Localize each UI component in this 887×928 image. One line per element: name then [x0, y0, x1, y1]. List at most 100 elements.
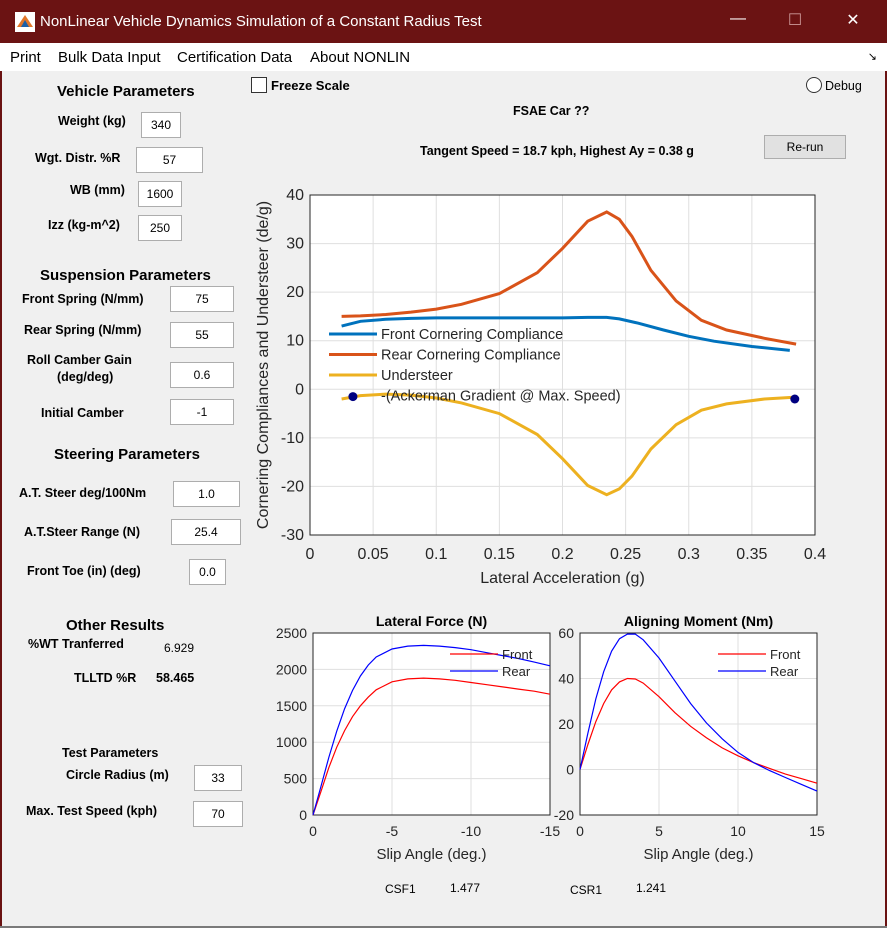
circle-radius-input[interactable]: 33 [194, 765, 242, 791]
data-marker [790, 394, 800, 404]
wgt-distr-input[interactable]: 57 [136, 147, 203, 173]
series-line [312, 644, 551, 816]
front-toe-input[interactable]: 0.0 [189, 559, 226, 585]
rerun-button[interactable]: Re-run [764, 135, 846, 159]
close-button[interactable]: ✕ [846, 12, 860, 29]
x-tick-label: 0 [576, 823, 584, 839]
y-axis-label: Cornering Compliances and Understeer (de… [255, 201, 272, 529]
window-bottom-border [0, 926, 887, 928]
x-tick-label: 0.4 [804, 546, 826, 563]
y-tick-label: 0 [566, 762, 574, 778]
legend-entry: Rear Cornering Compliance [381, 348, 561, 364]
debug-label: Debug [825, 79, 862, 93]
y-tick-label: -30 [281, 527, 304, 544]
tlltd-value: 58.465 [156, 671, 195, 685]
y-tick-label: 20 [558, 716, 574, 732]
x-tick-label: 0.25 [610, 546, 641, 563]
matlab-icon [15, 12, 35, 32]
wb-input[interactable]: 1600 [138, 181, 182, 207]
steering-parameters-header: Steering Parameters [54, 446, 200, 463]
legend-entry: Understeer [381, 368, 453, 384]
car-title: FSAE Car ?? [513, 104, 590, 118]
y-tick-label: 10 [286, 333, 304, 350]
resize-arrow-icon: ↘ [867, 51, 877, 63]
at-steer-range-label: A.T.Steer Range (N) [24, 525, 140, 539]
tlltd-label: TLLTD %R [74, 671, 137, 685]
y-tick-label: 0 [299, 807, 307, 823]
freeze-scale-label: Freeze Scale [271, 78, 350, 93]
y-tick-label: 500 [284, 771, 308, 787]
roll-camber-input[interactable]: 0.6 [170, 362, 234, 388]
max-test-speed-input[interactable]: 70 [193, 801, 243, 827]
rear-spring-label: Rear Spring (N/mm) [24, 323, 142, 337]
minimize-button[interactable]: — [730, 10, 746, 27]
menu-bulk-data-input[interactable]: Bulk Data Input [58, 49, 161, 66]
x-tick-label: 0.3 [678, 546, 700, 563]
lateral-force-chart: 0 -5 -10 -15 2500 2000 1500 1000 500 0 Slip Angle … [276, 613, 560, 863]
x-tick-label: 0 [309, 823, 317, 839]
y-tick-label: 40 [286, 187, 304, 204]
debug-radio[interactable] [806, 77, 822, 93]
x-tick-label: 0.2 [551, 546, 573, 563]
x-tick-label: 0 [306, 546, 315, 563]
plot-border [312, 632, 551, 816]
summary-text: Tangent Speed = 18.7 kph, Highest Ay = 0… [420, 144, 694, 158]
y-tick-label: -20 [281, 478, 304, 495]
series-line [579, 677, 818, 784]
csr1-label: CSR1 [570, 883, 603, 897]
y-tick-label: 60 [558, 625, 574, 641]
freeze-scale-checkbox[interactable] [251, 77, 267, 93]
at-steer-label: A.T. Steer deg/100Nm [19, 486, 147, 500]
y-tick-label: 2000 [276, 661, 307, 677]
x-tick-label: 5 [655, 823, 663, 839]
wgt-distr-label: Wgt. Distr. %R [35, 151, 121, 165]
izz-label: Izz (kg-m^2) [48, 218, 120, 232]
maximize-button[interactable]: ☐ [787, 12, 803, 29]
title-bar: NonLinear Vehicle Dynamics Simulation of… [0, 0, 887, 43]
weight-input[interactable]: 340 [141, 112, 181, 138]
legend-entry: Front Cornering Compliance [381, 327, 563, 343]
initial-camber-input[interactable]: -1 [170, 399, 234, 425]
front-toe-label: Front Toe (in) (deg) [27, 564, 141, 578]
wb-label: WB (mm) [70, 183, 125, 197]
x-tick-label: 0.1 [425, 546, 447, 563]
legend-entry: Front [502, 647, 533, 662]
csr1-value: 1.241 [636, 881, 667, 895]
legend-entry: -(Ackerman Gradient @ Max. Speed) [381, 389, 621, 405]
izz-input[interactable]: 250 [138, 215, 182, 241]
menu-certification-data[interactable]: Certification Data [177, 49, 293, 66]
y-tick-label: 20 [286, 284, 304, 301]
max-test-speed-label: Max. Test Speed (kph) [26, 804, 158, 818]
plot-border [579, 632, 818, 816]
x-tick-label: 15 [809, 823, 825, 839]
legend-entry: Front [770, 647, 801, 662]
legend-entry: Rear [502, 664, 531, 679]
menu-print[interactable]: Print [10, 49, 41, 66]
series-line [341, 392, 797, 497]
rear-spring-input[interactable]: 55 [170, 322, 234, 348]
front-spring-label: Front Spring (N/mm) [22, 292, 144, 306]
menu-about-nonlin[interactable]: About NONLIN [310, 49, 411, 66]
series-line [312, 677, 551, 816]
y-tick-label: 0 [295, 381, 304, 398]
series-line [579, 633, 818, 792]
x-tick-label: 0.05 [358, 546, 389, 563]
front-spring-input[interactable]: 75 [170, 286, 234, 312]
other-results-header: Other Results [66, 617, 165, 634]
x-axis-label: Lateral Acceleration (g) [480, 570, 645, 587]
csf1-label: CSF1 [385, 882, 416, 896]
vehicle-parameters-header: Vehicle Parameters [57, 83, 195, 100]
data-marker [348, 392, 358, 402]
csf1-value: 1.477 [450, 881, 481, 895]
y-tick-label: 1500 [276, 698, 307, 714]
at-steer-range-input[interactable]: 25.4 [171, 519, 241, 545]
weight-label: Weight (kg) [58, 114, 126, 128]
at-steer-input[interactable]: 1.0 [173, 481, 240, 507]
series-line [341, 210, 797, 346]
compliance-chart: 0 0.05 0.1 0.15 0.2 0.25 0.3 0.35 0.4 40 30 20 10 0 -1… [255, 187, 826, 587]
plot-area [312, 632, 551, 816]
chart-title: Lateral Force (N) [376, 613, 487, 629]
x-tick-label: -5 [386, 823, 399, 839]
initial-camber-label: Initial Camber [41, 406, 124, 420]
